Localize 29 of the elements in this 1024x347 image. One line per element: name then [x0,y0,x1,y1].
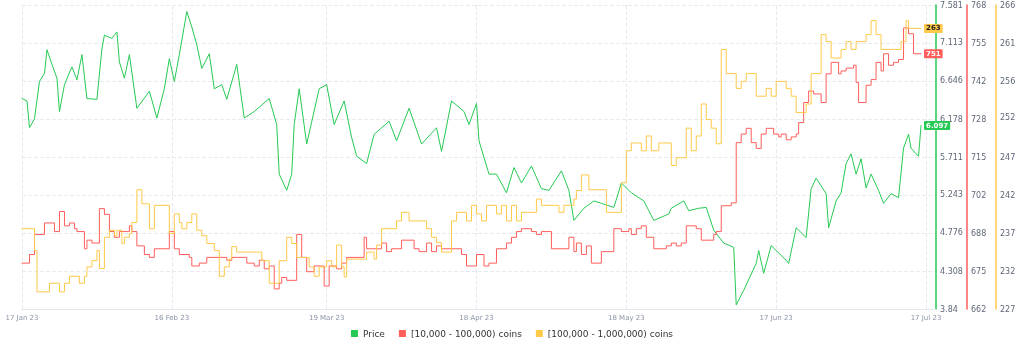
legend-label: Price [362,328,386,339]
y-tick-label: 5.711 [940,152,963,162]
y3-tick-label: 247 [1000,152,1016,162]
y3-tick-label: 227 [1000,304,1016,314]
y2-tick-label: 688 [971,228,987,238]
y3-tick-label: 242 [1000,190,1016,200]
y-tick-label: 5.243 [940,190,963,200]
y2-tick-label: 755 [971,38,987,48]
y-tick-label: 7.581 [940,0,963,10]
legend-label: [10,000 - 100,000) coins [410,328,523,339]
y3-tick-label: 261 [1000,38,1016,48]
y2-tick-label: 728 [971,114,987,124]
y3-tick-label: 266 [1000,0,1016,10]
y2-tick-label: 715 [971,152,987,162]
y2-tick-label: 768 [971,0,987,10]
y3-tick-label: 256 [1000,76,1016,86]
y-tick-label: 3.84 [940,304,958,314]
y2-tick-label: 742 [971,76,987,86]
y2-tick-label: 662 [971,304,987,314]
y3-tick-label: 237 [1000,228,1016,238]
legend-label: [100,000 - 1,000,000) coins [547,328,674,339]
y-tick-label: 6.646 [940,76,963,86]
y3-tick-label: 232 [1000,266,1016,276]
y-tick-label: 4.776 [940,228,963,238]
y-tick-label: 4.308 [940,266,963,276]
y2-tick-label: 702 [971,190,987,200]
y2-tick-label: 675 [971,266,987,276]
y3-tick-label: 252 [1000,112,1016,122]
y-tick-label: 7.113 [940,38,963,48]
